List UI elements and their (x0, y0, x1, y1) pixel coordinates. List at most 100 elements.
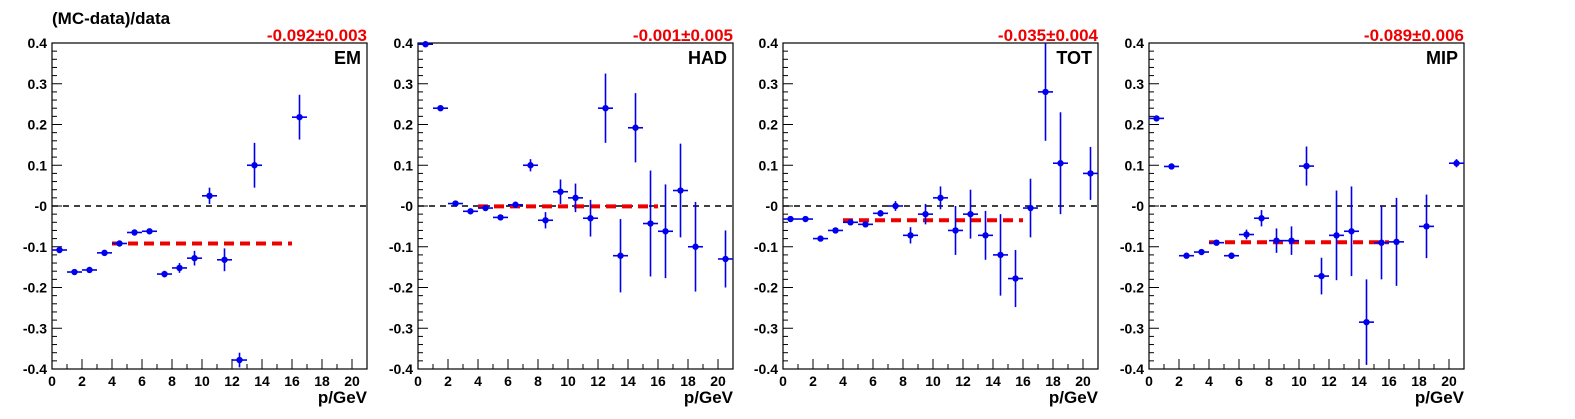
data-point (933, 186, 948, 210)
y-tick-label: 0.1 (759, 157, 779, 173)
y-tick-label: -0.1 (1120, 239, 1144, 255)
point-marker (1168, 163, 1175, 170)
x-tick-label: 6 (869, 373, 877, 389)
data-point (993, 214, 1008, 296)
x-tick-label: 0 (414, 373, 422, 389)
data-point (978, 210, 993, 260)
point-marker (1228, 252, 1235, 259)
x-tick-label: 4 (839, 373, 847, 389)
data-point (1149, 115, 1164, 122)
x-tick-label: 0 (1145, 373, 1153, 389)
y-tick-label: 0.3 (759, 76, 779, 92)
y-tick-label: -0.3 (1120, 320, 1144, 336)
point-marker (1453, 160, 1460, 167)
x-tick-label: 2 (444, 373, 452, 389)
y-tick-label: 0.2 (759, 117, 779, 133)
data-point (1374, 206, 1389, 280)
point-marker (527, 162, 534, 169)
point-marker (422, 41, 429, 48)
x-axis-title: p/GeV (1049, 388, 1099, 407)
point-marker (1378, 239, 1385, 246)
data-point (553, 179, 568, 204)
y-tick-label: -0.3 (23, 320, 47, 336)
point-marker (817, 235, 824, 242)
point-marker (587, 215, 594, 222)
point-marker (1213, 239, 1220, 246)
point-marker (952, 227, 959, 234)
point-marker (56, 246, 63, 254)
panel-em: -0.4 -0.3 -0.2 -0.1 -0 0.1 0.2 0.3 0.4 0 2 4 6 8 10 12 1… (23, 26, 368, 407)
x-tick-label: 8 (899, 373, 907, 389)
point-marker (176, 264, 183, 272)
data-point (217, 248, 232, 272)
point-marker (146, 228, 153, 235)
data-point (67, 268, 82, 276)
point-marker (557, 188, 564, 195)
data-point (1329, 190, 1344, 281)
x-tick-label: 14 (1351, 373, 1367, 389)
x-tick-label: 20 (1075, 373, 1091, 389)
y-tick-label: -0.1 (754, 239, 778, 255)
y-tick-label: -0.4 (1120, 361, 1144, 377)
point-marker (617, 252, 624, 259)
data-point (783, 215, 798, 223)
data-point (1284, 226, 1299, 255)
point-marker (1198, 248, 1205, 256)
y-tick-label: -0 (35, 198, 48, 214)
data-point (433, 105, 448, 112)
data-point (613, 219, 628, 293)
point-marker (632, 124, 639, 131)
x-tick-label: 14 (620, 373, 636, 389)
data-point (1269, 228, 1284, 253)
data-point (82, 266, 97, 274)
panel-label: HAD (688, 48, 727, 68)
y-tick-label: -0 (766, 198, 779, 214)
y-tick-label: 0.2 (394, 117, 414, 133)
x-tick-label: 0 (779, 373, 787, 389)
data-point (903, 227, 918, 244)
y-tick-label: -0.4 (23, 361, 47, 377)
x-tick-label: 18 (1045, 373, 1061, 389)
data-point (1164, 163, 1179, 170)
x-tick-label: 12 (590, 373, 606, 389)
point-marker (1273, 237, 1280, 244)
point-marker (497, 214, 504, 221)
data-point (688, 201, 703, 292)
data-point (1194, 248, 1209, 256)
data-point (918, 203, 933, 225)
data-point (97, 249, 112, 257)
y-tick-label: 0.4 (394, 35, 414, 51)
fit-value-label: -0.089±0.006 (1364, 26, 1464, 45)
x-tick-label: 2 (809, 373, 817, 389)
point-marker (847, 219, 854, 226)
point-marker (1303, 162, 1310, 170)
x-tick-label: 12 (1321, 373, 1337, 389)
point-marker (862, 221, 869, 228)
point-marker (602, 105, 609, 112)
y-tick-label: -0.4 (389, 361, 413, 377)
data-point (598, 73, 613, 143)
y-tick-label: 0.1 (28, 157, 48, 173)
point-marker (802, 215, 809, 223)
data-point (202, 187, 217, 204)
x-tick-label: 16 (1015, 373, 1031, 389)
data-point (508, 201, 523, 209)
point-marker (71, 268, 78, 276)
y-tick-label: -0.2 (23, 280, 47, 296)
x-tick-label: 20 (710, 373, 726, 389)
point-marker (1423, 223, 1430, 230)
data-point (1083, 146, 1098, 200)
point-marker (832, 227, 839, 234)
point-marker (647, 220, 654, 227)
x-tick-label: 14 (254, 373, 270, 389)
y-tick-label: 0.1 (1125, 157, 1145, 173)
data-point (568, 183, 583, 213)
y-tick-label: 0.2 (1125, 117, 1145, 133)
point-marker (482, 204, 489, 212)
figure-ylabel: (MC-data)/data (52, 9, 171, 28)
point-marker (892, 202, 899, 210)
x-tick-label: 12 (224, 373, 240, 389)
point-marker (662, 228, 669, 235)
panel-mip: -0.4 -0.3 -0.2 -0.1 -0 0.1 0.2 0.3 0.4 0 2 4 6 8 10 12 1… (1120, 26, 1465, 407)
